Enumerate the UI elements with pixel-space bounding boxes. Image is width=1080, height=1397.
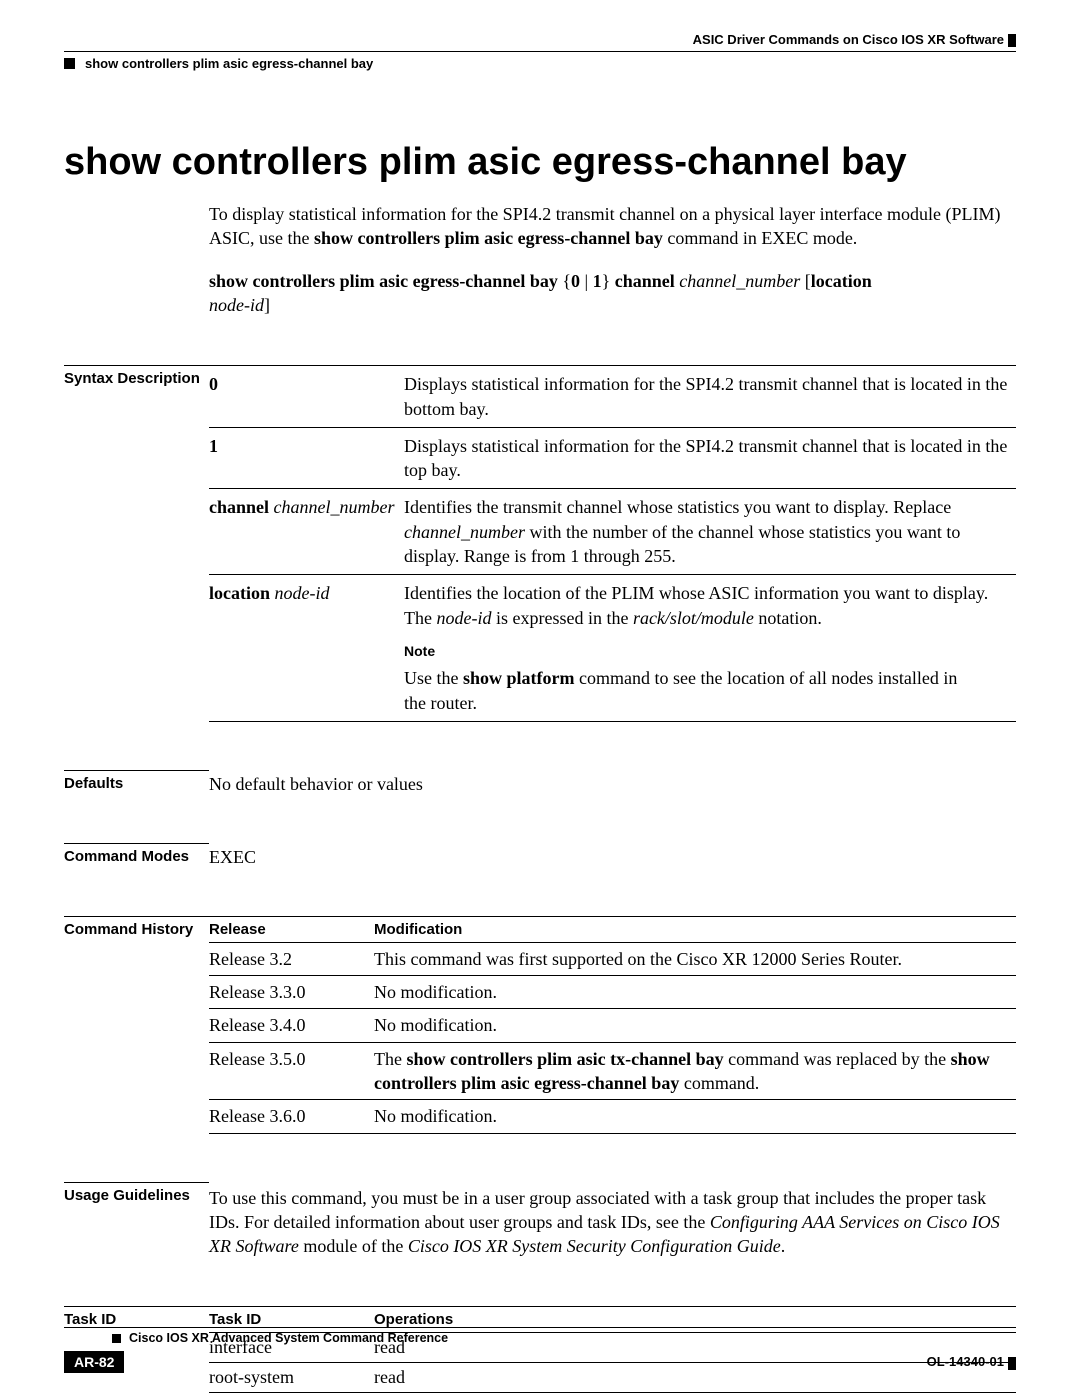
modes-text: EXEC [209,843,1016,868]
table-row: 1 Displays statistical information for t… [209,427,1016,489]
section-label: Command History [64,916,209,1134]
intro-paragraph: To display statistical information for t… [209,202,1016,251]
page-number-badge: AR-82 [64,1351,124,1373]
history-table: Release Modification Release 3.2 This co… [209,916,1016,1134]
bullet-icon [64,58,75,69]
section-command-history: Command History Release Modification Rel… [64,916,1016,1134]
table-header-row: Release Modification [209,916,1016,942]
page-header: ASIC Driver Commands on Cisco IOS XR Sof… [64,32,1016,47]
section-command-modes: Command Modes EXEC [64,843,1016,868]
section-usage-guidelines: Usage Guidelines To use this command, yo… [64,1182,1016,1259]
table-row: Release 3.2 This command was first suppo… [209,942,1016,975]
usage-text: To use this command, you must be in a us… [209,1182,1016,1259]
table-row: Release 3.3.0 No modification. [209,976,1016,1009]
page-subheader: show controllers plim asic egress-channe… [64,51,1016,71]
table-row: 0 Displays statistical information for t… [209,366,1016,428]
table-row: Release 3.6.0 No modification. [209,1100,1016,1133]
section-label: Usage Guidelines [64,1182,209,1259]
table-row: location node-id Identifies the location… [209,575,1016,636]
defaults-text: No default behavior or values [209,770,1016,795]
section-label: Command Modes [64,843,209,868]
page-title: show controllers plim asic egress-channe… [64,141,1016,184]
section-label: Syntax Description [64,365,209,722]
bullet-icon [112,1334,121,1343]
section-label: Defaults [64,770,209,795]
syntax-table: 0 Displays statistical information for t… [209,365,1016,722]
section-syntax-description: Syntax Description 0 Displays statistica… [64,365,1016,722]
note-row: Note Use the show platform command to se… [209,636,1016,721]
table-row: channel channel_number Identifies the tr… [209,489,1016,575]
table-row: Release 3.5.0 The show controllers plim … [209,1042,1016,1100]
book-title: Cisco IOS XR Advanced System Command Ref… [129,1331,448,1345]
command-breadcrumb: show controllers plim asic egress-channe… [85,56,373,71]
table-row: Release 3.4.0 No modification. [209,1009,1016,1042]
page-footer: Cisco IOS XR Advanced System Command Ref… [64,1327,1016,1373]
doc-id: OL-14340-01 [927,1354,1016,1369]
section-defaults: Defaults No default behavior or values [64,770,1016,795]
note-label: Note [404,642,450,661]
syntax-line: show controllers plim asic egress-channe… [209,269,1016,318]
document-page: ASIC Driver Commands on Cisco IOS XR Sof… [0,0,1080,1393]
chapter-title: ASIC Driver Commands on Cisco IOS XR Sof… [693,32,1016,47]
